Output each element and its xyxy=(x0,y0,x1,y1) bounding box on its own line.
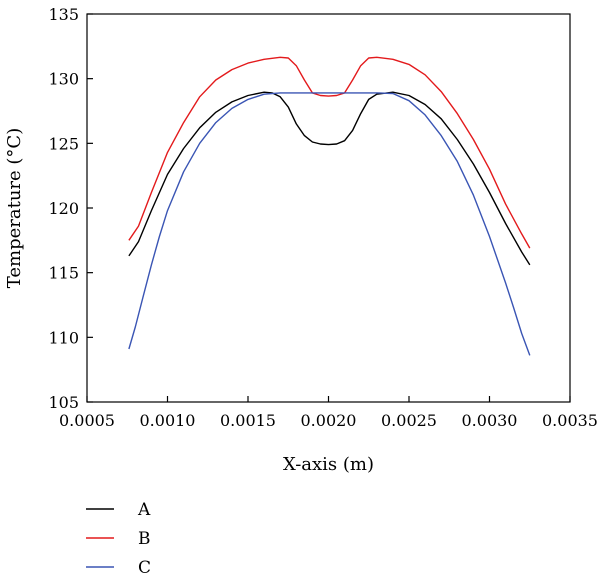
x-tick-label: 0.0010 xyxy=(140,411,196,430)
legend-label-c: C xyxy=(138,558,151,578)
x-tick-label: 0.0015 xyxy=(220,411,276,430)
x-tick-label: 0.0025 xyxy=(381,411,437,430)
x-axis-title: X-axis (m) xyxy=(283,454,374,475)
y-axis-title: Temperature (°C) xyxy=(4,128,25,288)
y-tick-label: 120 xyxy=(48,199,79,218)
x-axis-ticks: 0.0005 0.0010 0.0015 0.0020 0.0025 0.0030 0.00… xyxy=(59,396,598,430)
y-tick-label: 115 xyxy=(48,264,79,283)
series-line-b xyxy=(128,56,531,249)
y-tick-label: 135 xyxy=(48,5,79,24)
series-line-a xyxy=(128,91,531,266)
y-tick-label: 105 xyxy=(48,393,79,412)
y-tick-label: 110 xyxy=(48,328,79,347)
legend-label-b: B xyxy=(138,529,151,549)
y-tick-label: 130 xyxy=(48,70,79,89)
y-tick-label: 125 xyxy=(48,134,79,153)
x-tick-label: 0.0035 xyxy=(542,411,598,430)
x-tick-label: 0.0020 xyxy=(301,411,357,430)
legend-label-a: A xyxy=(137,500,151,520)
x-tick-label: 0.0005 xyxy=(59,411,115,430)
x-tick-label: 0.0030 xyxy=(462,411,518,430)
series-line-c xyxy=(128,92,531,356)
legend: ABC xyxy=(86,500,151,578)
y-axis-ticks: 105 110 115 120 125 130 135 xyxy=(48,5,93,412)
series-lines xyxy=(128,56,531,356)
